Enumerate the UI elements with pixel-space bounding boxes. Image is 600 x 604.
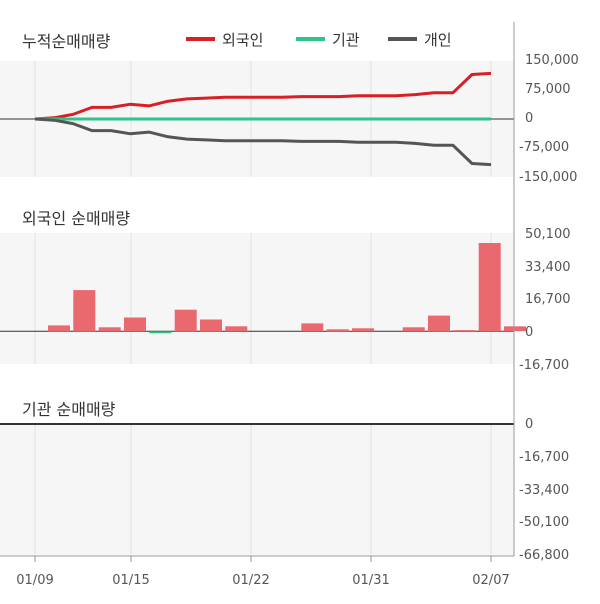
x-axis-labels: 01/09 01/15 01/22 01/31 02/07: [16, 573, 509, 588]
legend-label-institution: 기관: [332, 31, 360, 49]
bar: [402, 327, 425, 332]
panel-2-y-ticks: 50,100 33,400 16,700 0 -16,700: [519, 227, 571, 373]
panel-2-title: 외국인 순매매량: [22, 209, 130, 228]
p2-tick: 33,400: [525, 260, 571, 275]
p3-tick: -50,100: [519, 515, 569, 530]
bar: [326, 329, 349, 332]
p1-tick: 75,000: [525, 82, 571, 97]
x-label: 01/15: [112, 573, 149, 588]
legend-label-foreigner: 외국인: [222, 31, 263, 49]
panel-3-bg: [0, 424, 514, 555]
bar: [73, 290, 96, 332]
p2-tick: 0: [525, 325, 533, 340]
x-label: 02/07: [472, 573, 509, 588]
x-label: 01/22: [232, 573, 269, 588]
panel-3-y-ticks: 0 -16,700 -33,400 -50,100 -66,800: [519, 417, 569, 563]
bar: [225, 326, 248, 332]
x-label: 01/31: [352, 573, 389, 588]
legend-label-individual: 개인: [424, 31, 452, 49]
p3-tick: 0: [525, 417, 533, 432]
bar: [174, 309, 197, 332]
p2-tick: 16,700: [525, 292, 571, 307]
bar: [428, 315, 450, 332]
bar: [98, 327, 121, 332]
bar: [200, 319, 222, 332]
panel-1-title: 누적순매매량: [22, 32, 111, 51]
p3-tick: -66,800: [519, 548, 569, 563]
series-line-foreigner: [34, 71, 492, 121]
p1-tick: 0: [525, 111, 533, 126]
p1-tick: -75,000: [519, 140, 569, 155]
bar: [352, 328, 374, 332]
p2-tick: 50,100: [525, 227, 571, 242]
p2-tick: -16,700: [519, 358, 569, 373]
p3-tick: -33,400: [519, 483, 569, 498]
legend: 외국인 기관 개인: [186, 31, 452, 49]
bar: [48, 325, 70, 332]
x-label: 01/09: [16, 573, 53, 588]
p1-tick: 150,000: [525, 53, 579, 68]
p1-tick: -150,000: [519, 170, 577, 185]
bar: [504, 326, 526, 332]
panel-1-y-ticks: 150,000 75,000 0 -75,000 -150,000: [519, 53, 579, 185]
panel-3-title: 기관 순매매량: [22, 400, 116, 419]
chart-marks: [0, 71, 526, 562]
bar: [301, 323, 324, 332]
p3-tick: -16,700: [519, 450, 569, 465]
bar: [453, 330, 476, 332]
bar: [478, 243, 501, 332]
bar: [124, 317, 146, 332]
series-line-individual: [34, 117, 492, 167]
bar: [149, 331, 172, 334]
